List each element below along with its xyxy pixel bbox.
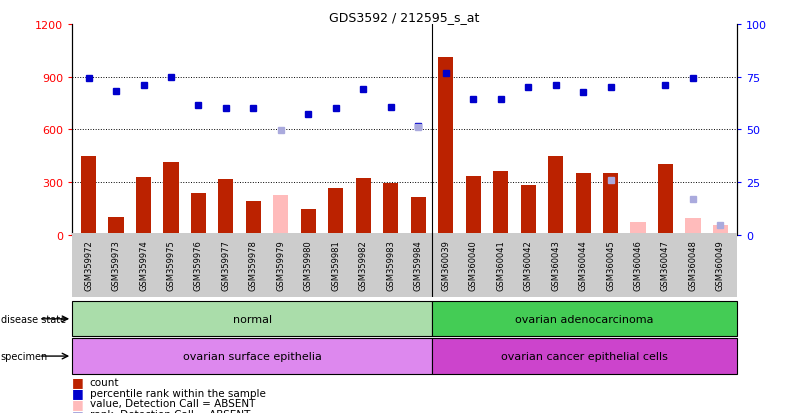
Text: GSM359976: GSM359976	[194, 240, 203, 290]
Text: GSM360046: GSM360046	[634, 240, 642, 290]
Bar	[603, 173, 618, 235]
Bar	[433, 339, 737, 374]
Text: GSM359978: GSM359978	[249, 240, 258, 290]
Text: disease state: disease state	[1, 314, 66, 324]
Bar	[301, 210, 316, 235]
Bar	[273, 195, 288, 235]
Bar	[191, 193, 206, 235]
Text: GSM359975: GSM359975	[167, 240, 175, 290]
Text: GSM359974: GSM359974	[139, 240, 148, 290]
Text: GSM359981: GSM359981	[332, 240, 340, 290]
Text: ■: ■	[72, 375, 84, 389]
Text: ovarian surface epithelia: ovarian surface epithelia	[183, 351, 321, 361]
Text: GSM360045: GSM360045	[606, 240, 615, 290]
Text: value, Detection Call = ABSENT: value, Detection Call = ABSENT	[90, 399, 255, 408]
Bar	[246, 201, 261, 235]
Text: GSM360047: GSM360047	[661, 240, 670, 290]
Text: GSM359983: GSM359983	[386, 240, 395, 290]
Text: percentile rank within the sample: percentile rank within the sample	[90, 388, 266, 398]
Bar	[576, 174, 590, 235]
Bar	[433, 301, 737, 337]
Text: GSM359979: GSM359979	[276, 240, 285, 290]
Bar	[630, 222, 646, 235]
Text: GSM360049: GSM360049	[716, 240, 725, 290]
Bar	[356, 178, 371, 235]
Text: GSM360044: GSM360044	[578, 240, 588, 290]
Bar	[548, 157, 563, 235]
Bar	[383, 184, 398, 235]
Text: GSM360042: GSM360042	[524, 240, 533, 290]
Text: ■: ■	[72, 397, 84, 410]
Bar	[136, 178, 151, 235]
Text: GSM360039: GSM360039	[441, 240, 450, 290]
Bar	[493, 171, 508, 235]
Text: specimen: specimen	[1, 351, 48, 361]
Text: ■: ■	[72, 408, 84, 413]
Bar	[465, 177, 481, 235]
Bar	[521, 185, 536, 235]
Text: GSM359977: GSM359977	[221, 240, 231, 290]
Text: count: count	[90, 377, 119, 387]
Text: ■: ■	[72, 386, 84, 399]
Text: ovarian cancer epithelial cells: ovarian cancer epithelial cells	[501, 351, 668, 361]
Bar	[81, 157, 96, 235]
Bar	[713, 226, 728, 235]
Text: GSM360043: GSM360043	[551, 240, 560, 290]
Bar	[219, 179, 233, 235]
Bar	[328, 189, 344, 235]
Bar	[411, 198, 426, 235]
Text: GSM359973: GSM359973	[111, 240, 120, 290]
Bar	[658, 164, 673, 235]
Text: normal: normal	[232, 314, 272, 324]
Bar	[438, 58, 453, 235]
Text: GSM360041: GSM360041	[496, 240, 505, 290]
Bar	[163, 163, 179, 235]
Title: GDS3592 / 212595_s_at: GDS3592 / 212595_s_at	[329, 11, 480, 24]
Text: rank, Detection Call = ABSENT: rank, Detection Call = ABSENT	[90, 409, 250, 413]
Text: GSM359982: GSM359982	[359, 240, 368, 290]
Text: GSM360048: GSM360048	[689, 240, 698, 290]
Text: GSM359980: GSM359980	[304, 240, 313, 290]
Text: ovarian adenocarcinoma: ovarian adenocarcinoma	[515, 314, 654, 324]
Bar	[72, 301, 433, 337]
Bar	[72, 339, 433, 374]
Bar	[686, 219, 701, 235]
Text: GSM359972: GSM359972	[84, 240, 93, 290]
Bar	[108, 217, 123, 235]
Text: GSM359984: GSM359984	[414, 240, 423, 290]
Text: GSM360040: GSM360040	[469, 240, 477, 290]
